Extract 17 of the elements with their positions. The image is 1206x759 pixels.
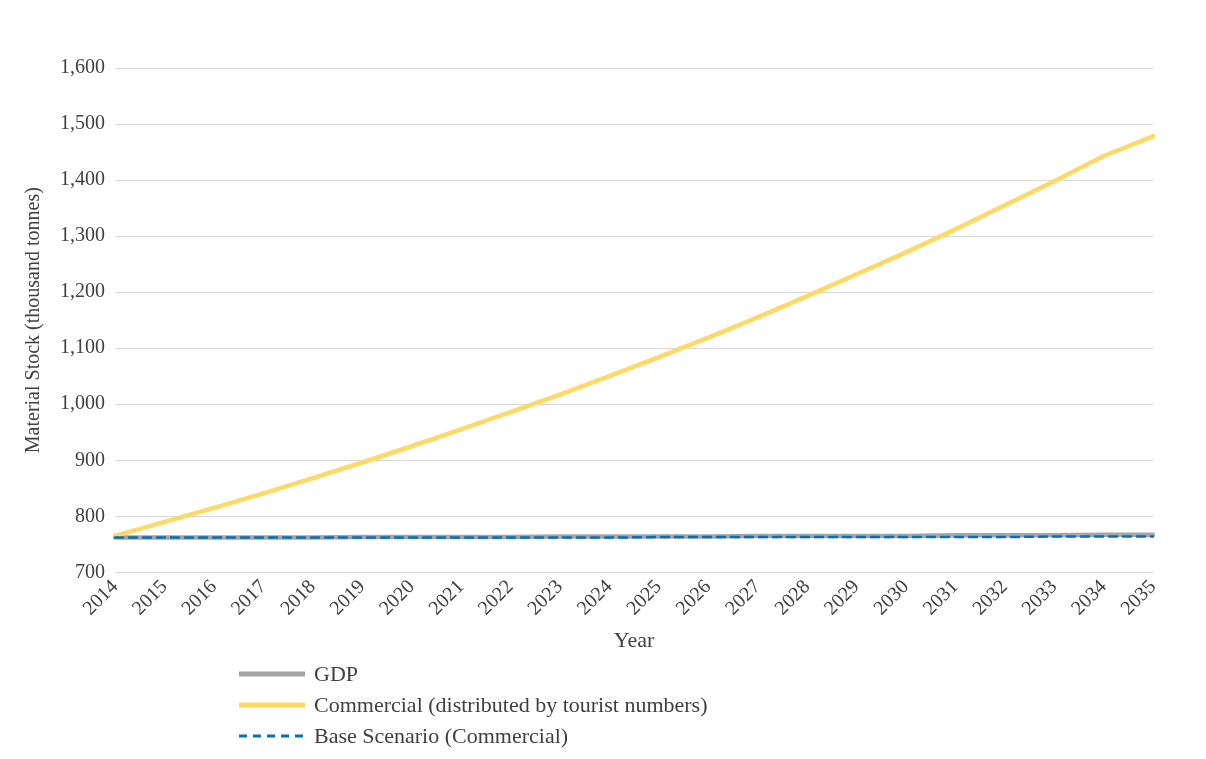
y-tick-label: 1,600: [60, 55, 105, 78]
x-tick-label: 2031: [917, 574, 962, 619]
y-tick-label: 1,400: [60, 167, 105, 190]
x-tick-label: 2021: [423, 574, 468, 619]
legend-label: Base Scenario (Commercial): [314, 722, 569, 750]
y-tick-label: 1,500: [60, 111, 105, 134]
y-tick-label: 1,100: [60, 335, 105, 358]
x-axis-title: Year: [613, 626, 655, 652]
legend-label: Commercial (distributed by tourist numbers): [314, 691, 708, 719]
y-tick-label: 1,000: [60, 391, 105, 414]
y-tick-label: 1,300: [60, 223, 105, 246]
y-tick-label: 700: [75, 559, 105, 582]
y-tick-label: 900: [75, 447, 105, 470]
legend-label: GDP: [314, 660, 359, 688]
y-tick-label: 800: [75, 503, 105, 526]
y-tick-label: 1,200: [60, 279, 105, 302]
y-axis-title: Material Stock (thousand tonnes): [21, 187, 45, 454]
